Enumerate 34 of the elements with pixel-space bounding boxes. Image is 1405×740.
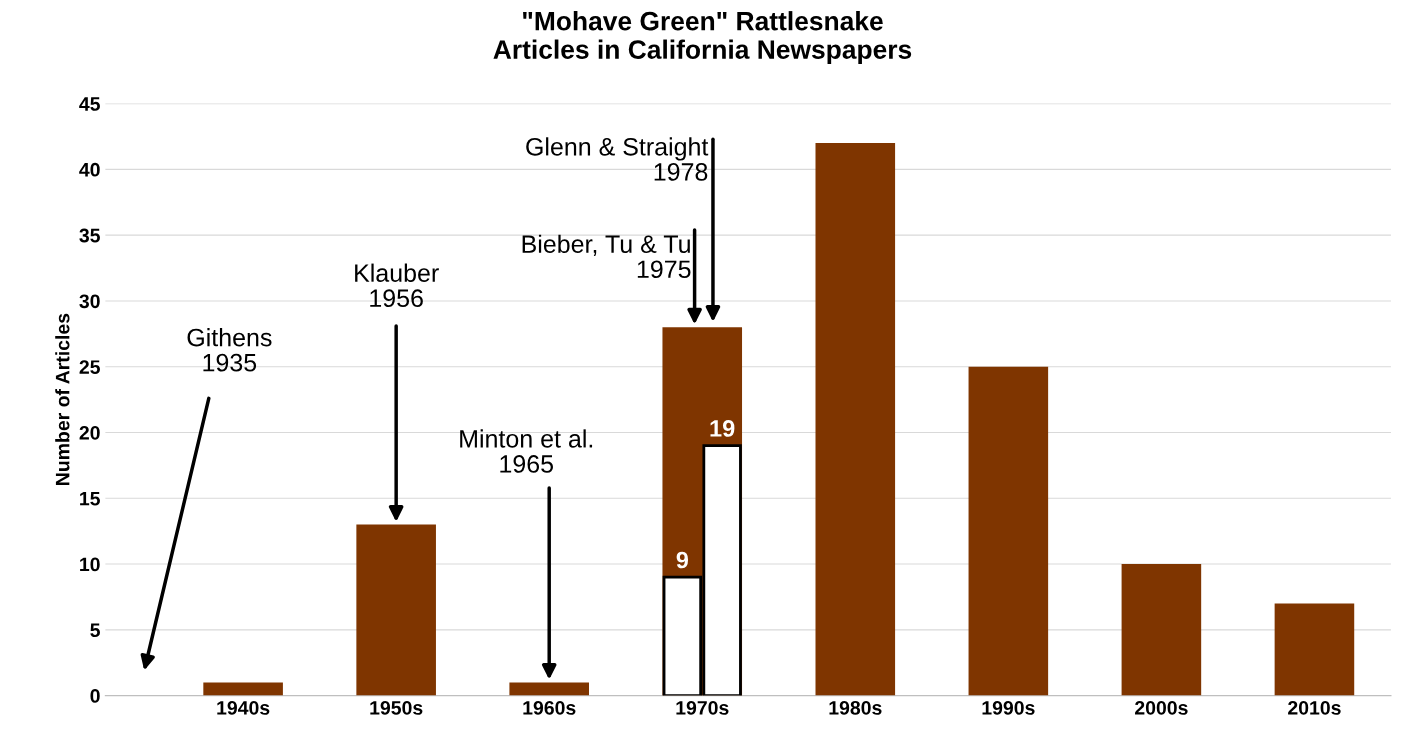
y-tick-label: 25 bbox=[79, 360, 100, 374]
x-tick-label: 1960s bbox=[523, 700, 576, 715]
x-tick-label: 1980s bbox=[829, 700, 882, 715]
annotation: Glenn & Straight 1978 bbox=[526, 137, 709, 181]
data-label: 9 bbox=[676, 551, 689, 569]
y-tick-label: 20 bbox=[79, 425, 100, 440]
x-tick-label: 2010s bbox=[1288, 700, 1341, 715]
annotation: Minton et al. 1965 bbox=[460, 429, 593, 473]
y-tick-label: 40 bbox=[79, 162, 100, 177]
bar bbox=[356, 524, 436, 696]
y-tick-label: 5 bbox=[90, 623, 100, 638]
annotation: Githens 1935 bbox=[187, 328, 272, 372]
x-tick-label: 1950s bbox=[370, 700, 423, 715]
bar bbox=[1121, 564, 1202, 696]
x-tick-label: 2000s bbox=[1135, 700, 1188, 715]
y-tick-label: 35 bbox=[79, 228, 100, 243]
annotation: Klauber 1956 bbox=[355, 263, 439, 308]
annotation: Bieber, Tu & Tu 1975 bbox=[522, 234, 691, 279]
bar bbox=[968, 366, 1049, 696]
y-tick-label: 30 bbox=[79, 294, 100, 309]
y-tick-label: 0 bbox=[90, 689, 100, 703]
chart-title: "Mohave Green" Rattlesnake Articles in California Newspapers bbox=[493, 11, 912, 65]
x-tick-label: 1990s bbox=[982, 700, 1035, 715]
bar bbox=[1274, 603, 1355, 696]
bar bbox=[509, 682, 589, 696]
bar bbox=[815, 143, 896, 696]
y-axis-title: Number of Articles bbox=[55, 313, 70, 485]
x-tick-label: 1940s bbox=[217, 700, 270, 715]
data-label: 19 bbox=[710, 420, 735, 437]
y-tick-label: 15 bbox=[80, 491, 100, 506]
y-tick-label: 45 bbox=[79, 97, 100, 111]
y-tick-label: 10 bbox=[80, 557, 100, 572]
x-tick-label: 1970s bbox=[676, 700, 729, 715]
bar bbox=[203, 682, 283, 696]
